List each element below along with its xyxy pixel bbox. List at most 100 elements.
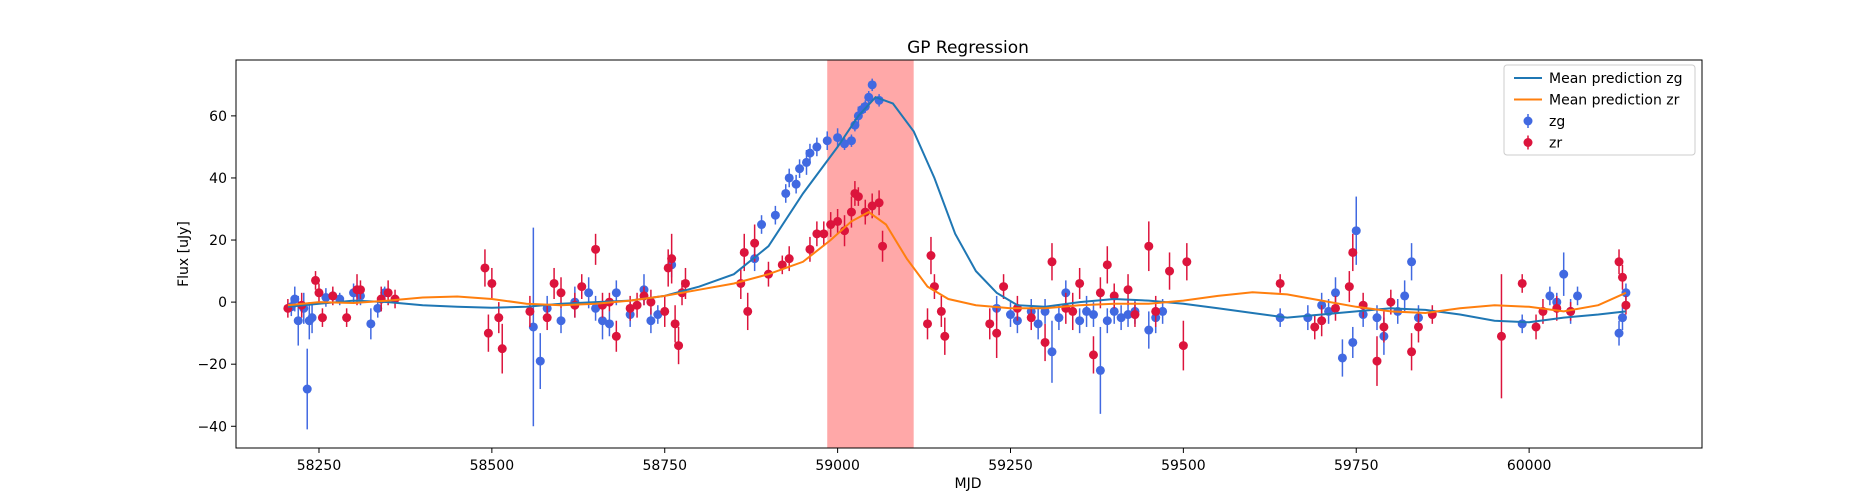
- marker: [1573, 291, 1583, 301]
- data-layer: [283, 78, 1631, 430]
- data-point: [770, 205, 780, 225]
- marker: [311, 275, 321, 285]
- data-point: [878, 230, 888, 262]
- marker: [1413, 322, 1423, 332]
- marker: [992, 328, 1002, 338]
- marker: [1047, 347, 1057, 357]
- marker: [1095, 365, 1105, 375]
- data-point: [1344, 271, 1354, 303]
- marker: [667, 254, 677, 264]
- marker: [1545, 291, 1555, 301]
- data-point: [611, 320, 621, 352]
- marker: [1088, 350, 1098, 360]
- data-point: [860, 100, 870, 113]
- data-point: [366, 308, 376, 340]
- marker: [812, 229, 822, 239]
- legend-swatch-marker: [1523, 116, 1533, 126]
- data-point: [1386, 289, 1396, 315]
- marker: [867, 80, 877, 90]
- marker: [846, 136, 856, 146]
- data-point: [1047, 320, 1057, 383]
- data-point: [483, 314, 493, 352]
- marker: [577, 282, 587, 292]
- data-point: [1337, 339, 1347, 377]
- data-point: [317, 308, 327, 327]
- x-axis-label: MJD: [955, 476, 982, 492]
- data-point: [670, 305, 680, 343]
- data-point: [1144, 221, 1154, 272]
- marker: [1040, 337, 1050, 347]
- data-point: [646, 289, 656, 315]
- y-tick-label: −40: [197, 419, 227, 435]
- data-point: [1040, 323, 1050, 362]
- marker: [791, 179, 801, 189]
- data-point: [667, 233, 677, 284]
- marker: [853, 192, 863, 202]
- x-tick-label: 59500: [1161, 458, 1206, 474]
- marker: [1088, 310, 1098, 320]
- data-point: [525, 295, 535, 327]
- data-point: [822, 131, 832, 151]
- marker: [805, 244, 815, 254]
- data-point: [805, 236, 815, 262]
- marker: [795, 164, 805, 174]
- marker: [784, 173, 794, 183]
- marker: [923, 319, 933, 329]
- data-point: [1517, 274, 1527, 293]
- data-point: [1165, 252, 1175, 290]
- x-tick-label: 58250: [297, 458, 342, 474]
- marker: [784, 254, 794, 264]
- marker: [1144, 241, 1154, 251]
- marker: [833, 216, 843, 226]
- marker: [528, 322, 538, 332]
- marker: [1102, 260, 1112, 270]
- data-point: [992, 308, 1002, 358]
- marker: [653, 310, 663, 320]
- data-point: [1379, 311, 1389, 343]
- marker: [822, 136, 832, 146]
- data-point: [826, 212, 836, 237]
- data-point: [1068, 292, 1078, 331]
- data-point: [604, 311, 614, 337]
- marker: [801, 157, 811, 167]
- marker: [936, 306, 946, 316]
- data-point: [577, 274, 587, 300]
- marker: [1182, 257, 1192, 267]
- data-point: [1331, 295, 1340, 321]
- series-mean-prediction-zr: [287, 210, 1627, 315]
- marker: [874, 198, 884, 208]
- marker: [1517, 278, 1527, 288]
- marker: [293, 316, 303, 326]
- marker: [860, 102, 870, 112]
- marker: [743, 306, 753, 316]
- y-tick-label: 20: [209, 233, 227, 249]
- marker: [549, 278, 559, 288]
- marker: [1348, 337, 1358, 347]
- data-point: [311, 271, 321, 290]
- marker: [826, 220, 836, 230]
- data-point: [846, 134, 856, 147]
- marker: [525, 306, 535, 316]
- marker: [1047, 257, 1057, 267]
- data-point: [874, 190, 884, 216]
- data-point: [1026, 305, 1036, 331]
- data-point: [1040, 299, 1050, 324]
- y-axis: −40 −20 0 20 40 60: [197, 109, 236, 435]
- y-tick-label: −20: [197, 357, 227, 373]
- marker: [1496, 331, 1506, 341]
- marker: [1109, 306, 1119, 316]
- data-point: [1348, 326, 1358, 358]
- marker: [317, 313, 327, 323]
- marker: [611, 288, 621, 298]
- highlight-band-layer: [827, 60, 914, 448]
- marker: [985, 319, 995, 329]
- marker: [1275, 278, 1285, 288]
- marker: [1082, 306, 1092, 316]
- data-point: [1621, 295, 1631, 315]
- data-point: [1496, 274, 1506, 399]
- data-point: [743, 292, 753, 331]
- x-tick-label: 60000: [1507, 458, 1552, 474]
- series-zg: [286, 78, 1631, 430]
- data-point: [1123, 302, 1133, 327]
- data-point: [812, 221, 822, 247]
